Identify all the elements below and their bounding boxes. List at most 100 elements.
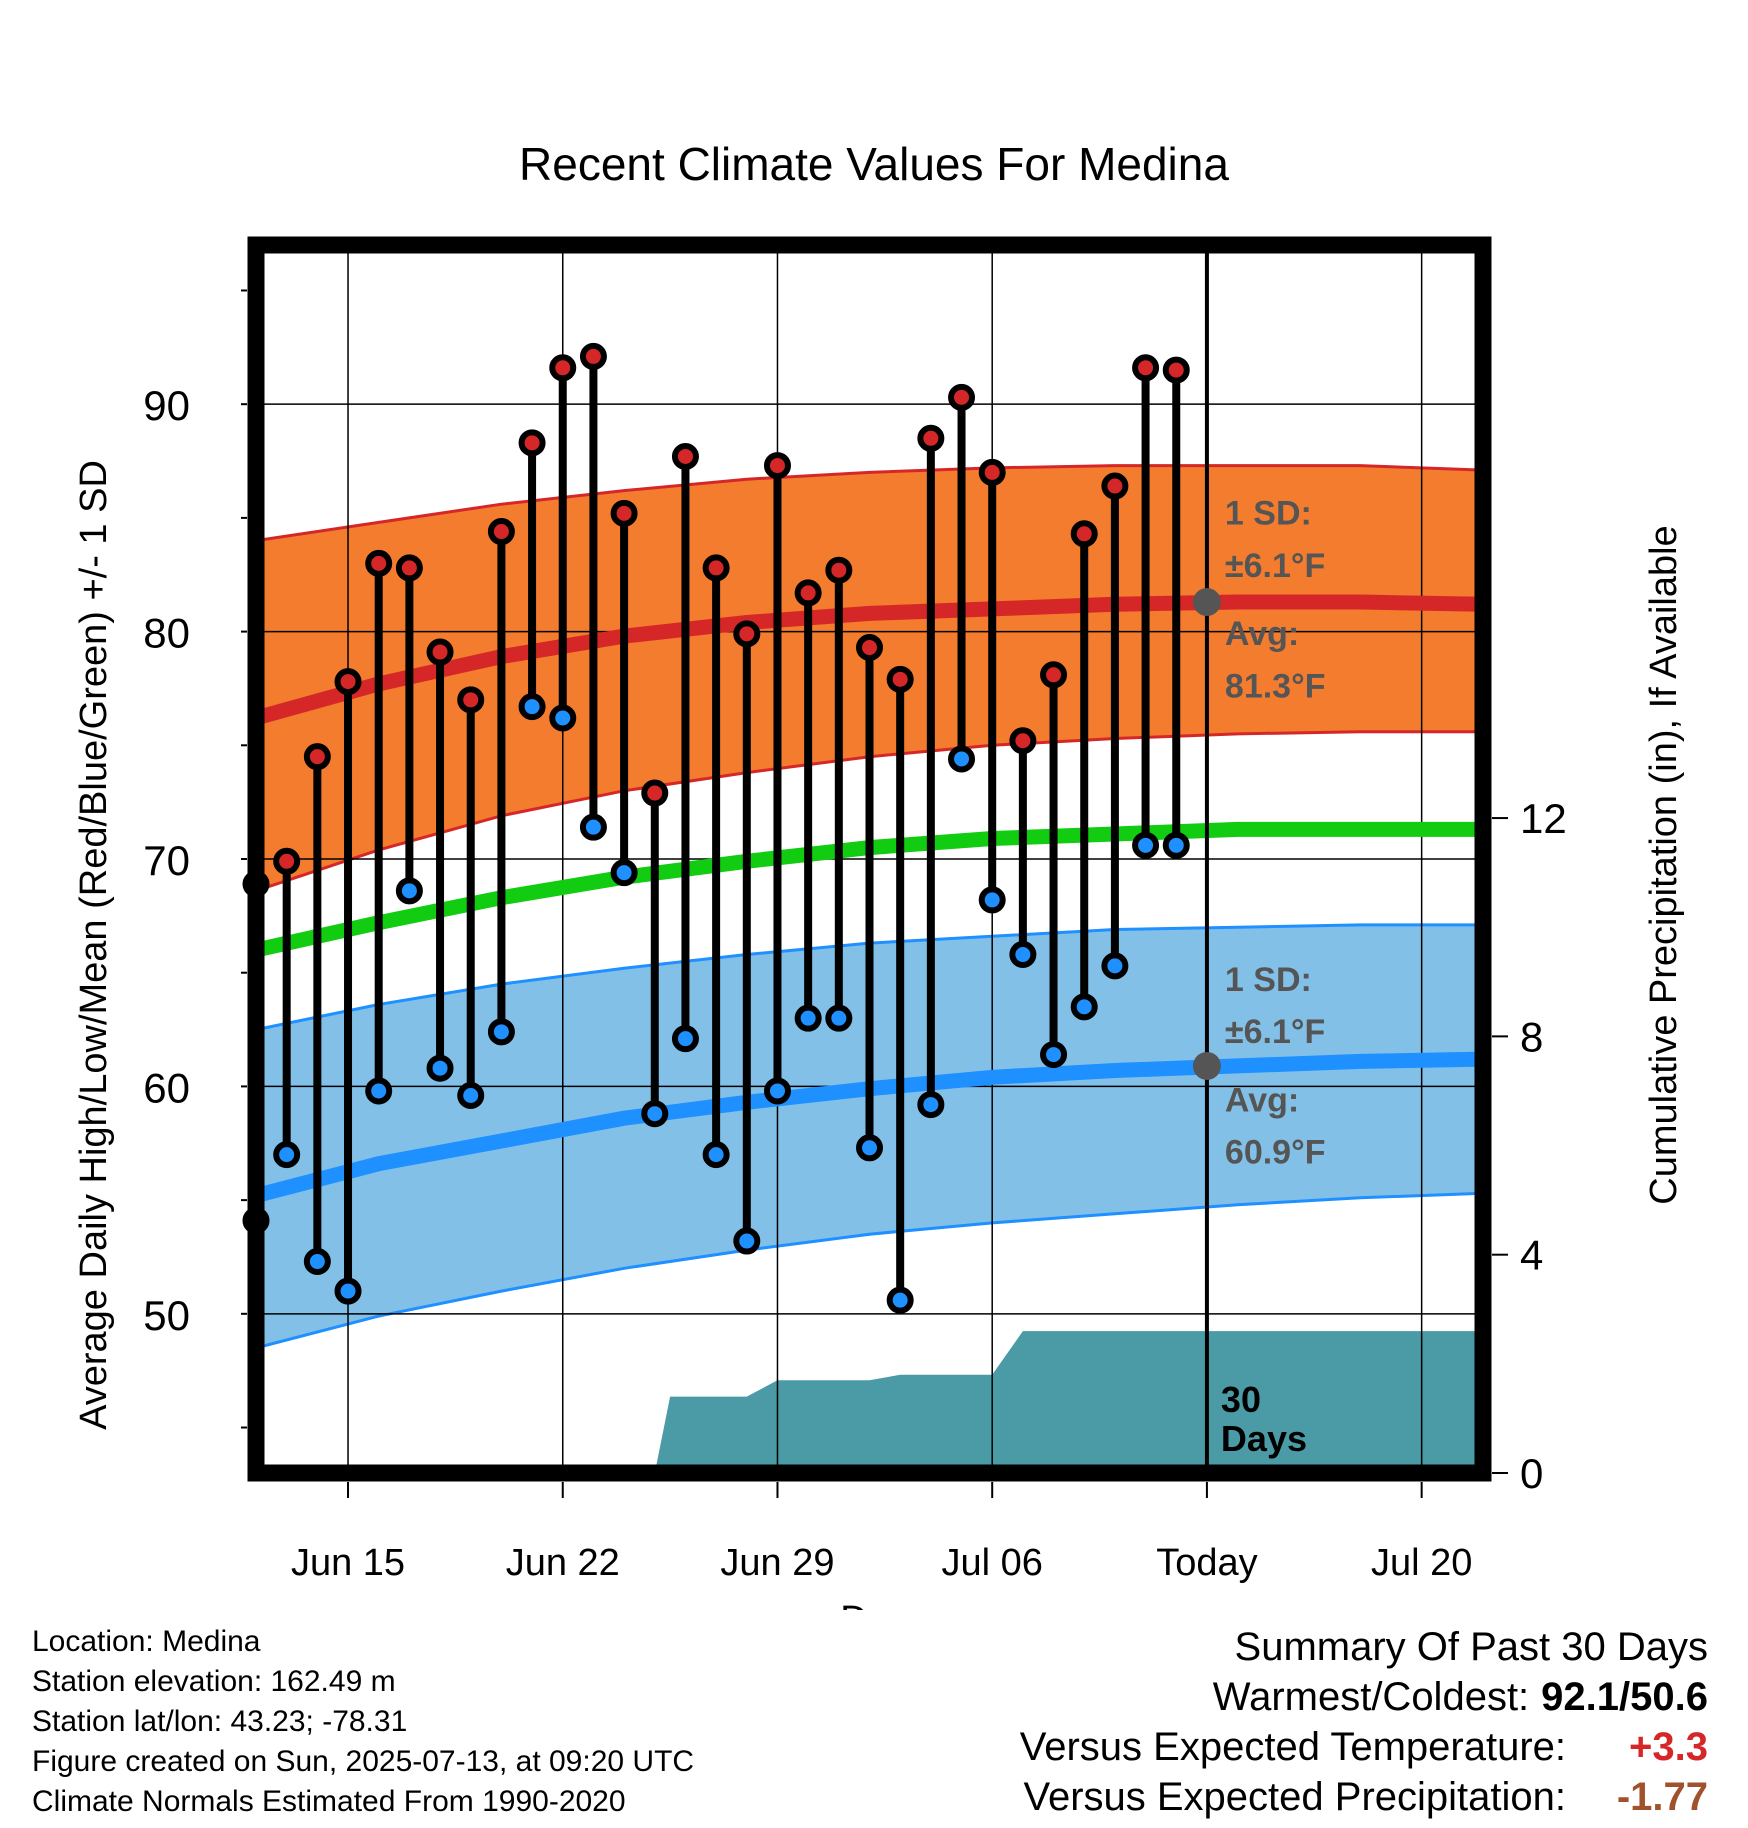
high-temp-point: [365, 549, 393, 577]
low-temp-point: [610, 859, 638, 887]
low-temp-point: [518, 693, 546, 721]
low-temp-point: [1101, 952, 1129, 980]
high-temp-point: [1040, 661, 1068, 689]
high-temp-point: [487, 518, 515, 546]
low-temp-point: [1070, 993, 1098, 1021]
y-left-tick-label: 50: [143, 1292, 190, 1339]
high-temp-point: [948, 383, 976, 411]
low-temp-point: [579, 813, 607, 841]
low-temp-point: [825, 1004, 853, 1032]
info-created: Figure created on Sun, 2025-07-13, at 09…: [32, 1745, 695, 1778]
high-temp-point: [1009, 727, 1037, 755]
info-normals: Climate Normals Estimated From 1990-2020: [32, 1785, 626, 1818]
low-temp-point: [365, 1077, 393, 1105]
low-temp-point: [273, 1141, 301, 1169]
x-tick-label: Jun 29: [720, 1542, 834, 1584]
temp-departure-label: Versus Expected Temperature:: [1019, 1725, 1566, 1769]
high-temp-point: [579, 342, 607, 370]
high-avg-label: Avg:: [1225, 615, 1299, 653]
high-temp-point: [457, 686, 485, 714]
low-temp-point: [1132, 831, 1160, 859]
x-tick-label: Jul 06: [941, 1542, 1042, 1584]
climate-chart: Recent Climate Values For Medina 1 SD: ±6…: [73, 138, 1685, 1610]
low-temp-point: [763, 1077, 791, 1105]
y-left-tick-label: 90: [143, 382, 190, 429]
warmest-coldest-value: 92.1/50.6: [1541, 1675, 1708, 1719]
high-temp-point: [671, 442, 699, 470]
high-temp-point: [763, 452, 791, 480]
low-temp-point: [886, 1286, 914, 1314]
y-left-tick-label: 70: [143, 837, 190, 884]
x-tick-label: Jun 22: [506, 1542, 620, 1584]
summary-panel: Summary Of Past 30 Days Warmest/Coldest:…: [1020, 1622, 1708, 1822]
summary-precip-row: Versus Expected Precipitation: -1.77: [1020, 1772, 1708, 1822]
low-temp-point: [856, 1134, 883, 1162]
high-temp-point: [549, 354, 577, 382]
high-temp-point: [334, 668, 362, 696]
warmest-coldest-label: Warmest/Coldest:: [1212, 1675, 1530, 1719]
precip-departure-label: Versus Expected Precipitation:: [1023, 1775, 1566, 1819]
high-avg-value: 81.3°F: [1225, 668, 1326, 706]
low-temp-point: [702, 1141, 730, 1169]
info-latlon: Station lat/lon: 43.23; -78.31: [32, 1705, 408, 1738]
high-temp-point: [733, 620, 761, 648]
y-left-tick-label: 80: [143, 610, 190, 657]
high-temp-point: [395, 554, 423, 582]
high-temp-point: [856, 634, 883, 662]
low-avg-label: Avg:: [1225, 1081, 1299, 1119]
precip-period-number: 30: [1221, 1379, 1261, 1420]
low-temp-point: [334, 1277, 362, 1305]
low-sd-value: ±6.1°F: [1225, 1013, 1325, 1051]
high-temp-point: [426, 638, 454, 666]
low-temp-point: [917, 1091, 945, 1119]
high-temp-point: [917, 424, 945, 452]
high-temp-point: [978, 458, 1006, 486]
high-temp-point: [641, 779, 669, 807]
info-elevation: Station elevation: 162.49 m: [32, 1665, 396, 1698]
low-avg-value: 60.9°F: [1225, 1134, 1326, 1172]
high-temp-point: [1162, 356, 1190, 384]
high-sd-label: 1 SD:: [1225, 495, 1312, 533]
low-temp-point: [1040, 1041, 1068, 1069]
high-temp-point: [610, 499, 638, 527]
plot-area: 1 SD: ±6.1°F Avg: 81.3°F 1 SD: ±6.1°F Avg: 60.9…: [143, 236, 1567, 1584]
y-axis-right-label: Cumulative Precipitation (in), If Availa…: [1643, 525, 1685, 1204]
precip-departure-value: -1.77: [1616, 1775, 1708, 1819]
high-temp-point: [825, 556, 853, 584]
low-temp-point: [426, 1054, 454, 1082]
temp-departure-value: +3.3: [1629, 1725, 1708, 1769]
low-temp-point: [1009, 941, 1037, 969]
low-temp-point: [457, 1082, 485, 1110]
high-sd-value: ±6.1°F: [1225, 547, 1325, 585]
low-temp-point: [948, 745, 976, 773]
low-sd-label: 1 SD:: [1225, 961, 1312, 999]
y-right-tick-label: 4: [1520, 1232, 1543, 1279]
high-temp-point: [518, 429, 546, 457]
y-right-tick-label: 0: [1520, 1450, 1543, 1497]
low-temp-point: [794, 1004, 822, 1032]
chart-title: Recent Climate Values For Medina: [519, 138, 1229, 190]
low-temp-point: [549, 704, 577, 732]
high-temp-point: [702, 554, 730, 582]
plot-frame: [247, 236, 1492, 1482]
low-temp-point: [641, 1100, 669, 1128]
low-temp-point: [1162, 831, 1190, 859]
high-temp-point: [273, 847, 301, 875]
high-temp-point: [1070, 520, 1098, 548]
summary-title: Summary Of Past 30 Days: [1234, 1625, 1708, 1669]
y-right-tick-label: 12: [1520, 795, 1567, 842]
high-temp-point: [303, 743, 331, 771]
low-temp-point: [671, 1025, 699, 1053]
summary-temp-row: Versus Expected Temperature: +3.3: [1020, 1722, 1708, 1772]
high-average-line: [256, 594, 1483, 726]
y-left-tick-label: 60: [143, 1064, 190, 1111]
low-temp-point: [303, 1248, 331, 1276]
low-temp-point: [395, 877, 423, 905]
high-temp-point: [1132, 354, 1160, 382]
today-low-avg-marker: [1192, 1051, 1221, 1080]
summary-warmest-coldest-row: Warmest/Coldest: 92.1/50.6: [1020, 1672, 1708, 1722]
x-tick-label: Today: [1156, 1542, 1257, 1584]
high-temp-point: [1101, 472, 1129, 500]
station-info: Location: Medina Station elevation: 162.…: [32, 1622, 694, 1822]
x-tick-label: Jul 20: [1371, 1542, 1472, 1584]
